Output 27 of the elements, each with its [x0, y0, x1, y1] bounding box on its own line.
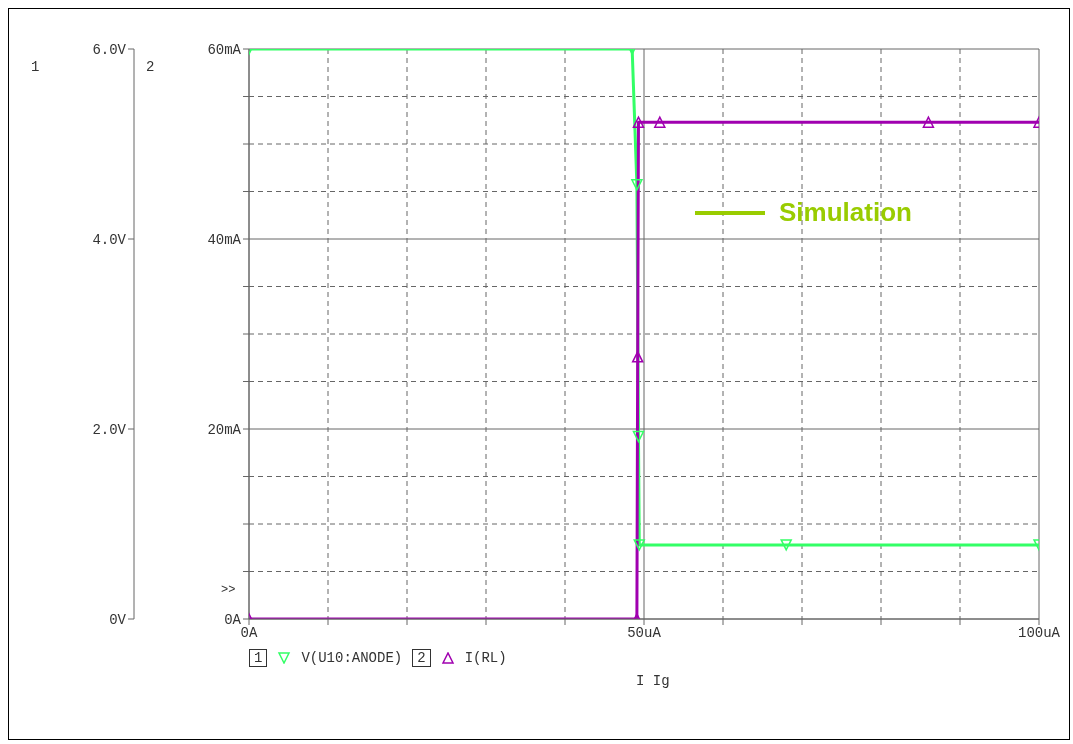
text: 1 [31, 58, 40, 75]
axis-number-box: 1 [249, 649, 268, 667]
point [633, 539, 646, 551]
x-axis-title: I Ig [636, 673, 671, 689]
point [780, 539, 792, 551]
text: >> [221, 583, 236, 597]
point [632, 116, 645, 128]
annotation: Simulation [779, 197, 912, 228]
point [631, 351, 644, 363]
legend-label: V(U10:ANODE) [301, 650, 403, 666]
x-tick-label: 0A [240, 624, 258, 641]
point [654, 116, 666, 128]
x-tick-label: 50uA [627, 624, 662, 641]
x-tick-label: 100uA [1017, 624, 1061, 641]
y2-tick-label: 40mA [207, 231, 242, 248]
point [631, 179, 643, 191]
y-tick-label: 6.0V [92, 41, 127, 58]
y2-tick-label: 20mA [207, 421, 242, 438]
y-tick-label: 2.0V [92, 421, 127, 438]
y2-tick-label: 0A [224, 611, 242, 628]
y2-tick-label: 60mA [207, 41, 242, 58]
axis-number-box: 2 [412, 649, 431, 667]
text: 2 [146, 58, 155, 75]
point [632, 430, 645, 443]
y-tick-label: 4.0V [92, 231, 127, 248]
legend-label: I(RL) [464, 650, 507, 666]
y-tick-label: 0V [109, 611, 127, 628]
